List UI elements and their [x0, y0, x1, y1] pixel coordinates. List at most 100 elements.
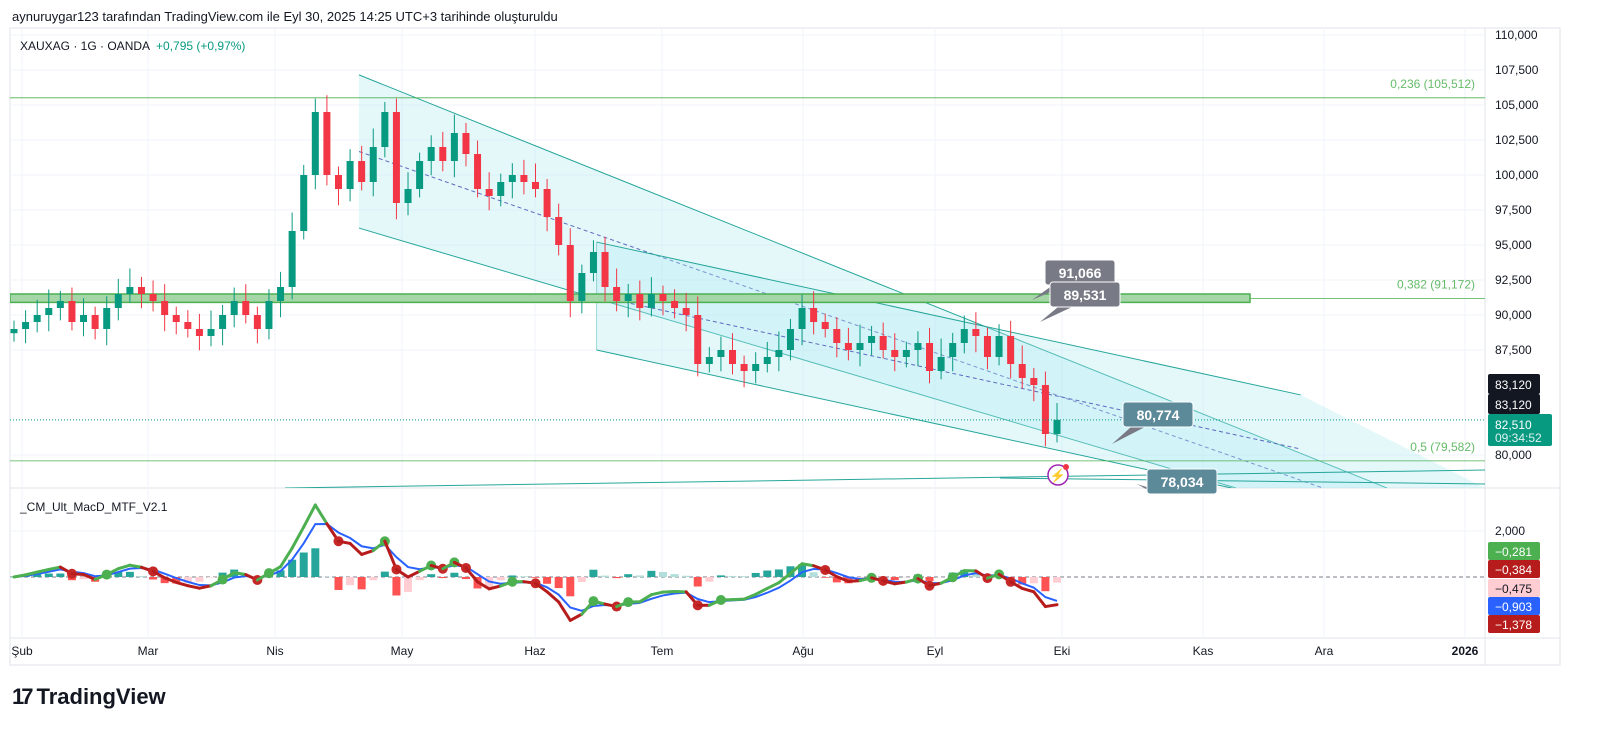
- price-tick-label: 105,000: [1495, 98, 1539, 112]
- macd-line-segment: [105, 567, 120, 577]
- price-tick-label: 80,000: [1495, 448, 1532, 462]
- credit-text: aynuruygar123 tarafından TradingView.com…: [12, 9, 558, 24]
- candle-body: [844, 343, 852, 350]
- macd-histogram-bar: [160, 577, 169, 584]
- candle-body: [161, 301, 169, 315]
- macd-line-segment: [24, 570, 39, 577]
- callout-pointer: [1040, 307, 1072, 322]
- channel-mid-line: [596, 295, 1301, 450]
- macd-line-segment: [232, 571, 248, 577]
- channel-top-line: [358, 74, 1388, 488]
- macd-line-segment: [221, 571, 236, 582]
- macd-histogram-bar: [601, 575, 610, 577]
- candle-body: [253, 315, 261, 329]
- macd-line-segment: [336, 539, 352, 545]
- macd-line-segment: [742, 592, 758, 601]
- candle-body: [752, 364, 760, 371]
- macd-value-box: [1488, 560, 1540, 578]
- candle-body: [740, 364, 748, 371]
- macd-line-segment: [174, 580, 190, 588]
- macd-histogram-bar: [635, 575, 644, 577]
- indicator-name[interactable]: _CM_Ult_MacD_MTF_V2.1: [20, 500, 168, 514]
- macd-line-segment: [197, 584, 213, 590]
- macd-histogram-bar: [647, 570, 656, 577]
- macd-line-segment: [302, 503, 317, 529]
- macd-line-segment: [151, 569, 167, 580]
- macd-line-segment: [163, 576, 178, 584]
- candle-body: [1030, 378, 1038, 385]
- macd-line-segment: [186, 584, 201, 590]
- macd-histogram-bar: [543, 577, 552, 584]
- macd-line-segment: [557, 600, 572, 622]
- candle-body: [242, 301, 250, 315]
- macd-line-segment: [534, 581, 549, 594]
- time-tick-label: May: [391, 644, 414, 658]
- macd-histogram-bar: [33, 574, 42, 577]
- callout-label: 91,066: [1059, 265, 1102, 281]
- callout-label: 78,034: [1161, 474, 1204, 490]
- candle-body: [114, 294, 122, 308]
- macd-line-segment: [638, 593, 653, 604]
- macd-histogram-bar: [183, 577, 192, 583]
- candle-body: [868, 336, 876, 343]
- channel-top-line: [596, 241, 1301, 396]
- fib-level-label: 0,382 (91,172): [1397, 278, 1475, 292]
- candle-body: [833, 329, 841, 343]
- candle-body: [682, 308, 690, 315]
- candle-body: [705, 357, 713, 364]
- candle-body: [1018, 364, 1026, 378]
- candle-body: [288, 231, 296, 287]
- candle-body: [543, 189, 551, 217]
- time-tick-label: Kas: [1193, 644, 1214, 658]
- macd-line-segment: [383, 539, 398, 571]
- macd-line-segment: [12, 573, 28, 579]
- candle-body: [497, 182, 505, 196]
- macd-histogram-bar: [427, 574, 436, 577]
- price-tick-label: 97,500: [1495, 203, 1532, 217]
- macd-line-segment: [487, 584, 503, 591]
- candle-body: [300, 175, 308, 231]
- macd-histogram-bar: [531, 577, 540, 578]
- macd-histogram-bar: [438, 577, 447, 579]
- macd-line-segment: [464, 566, 480, 584]
- macd-line-segment: [290, 525, 306, 550]
- macd-histogram-bar: [207, 577, 216, 578]
- time-tick-label: 2026: [1452, 644, 1479, 658]
- macd-histogram-bar: [299, 552, 308, 577]
- time-tick-label: Mar: [138, 644, 159, 658]
- candle-body: [392, 112, 400, 203]
- macd-line-segment: [406, 569, 422, 579]
- price-tick-label: 102,500: [1495, 133, 1539, 147]
- candle-body: [33, 315, 41, 322]
- candle-body: [798, 308, 806, 329]
- macd-line-segment: [360, 549, 375, 556]
- candle-body: [995, 336, 1003, 357]
- candle-body: [172, 315, 180, 322]
- candle-body: [68, 301, 76, 322]
- macd-histogram-bar: [809, 572, 818, 577]
- macd-histogram-bar: [693, 577, 702, 587]
- candle-body: [508, 175, 516, 182]
- price-tick-label: 90,000: [1495, 308, 1532, 322]
- candle-body: [346, 161, 354, 189]
- logo-text: TradingView: [36, 684, 166, 709]
- macd-histogram-bar: [334, 577, 343, 590]
- candle-body: [624, 294, 632, 301]
- macd-line-segment: [591, 599, 607, 606]
- macd-histogram-bar: [971, 573, 980, 577]
- candle-body: [184, 322, 192, 329]
- candle-body: [879, 336, 887, 350]
- macd-histogram-bar: [554, 577, 563, 589]
- candle-body: [960, 329, 968, 343]
- candle-body: [520, 175, 528, 182]
- chart-frame: [9, 27, 1561, 666]
- channel-fill: [596, 242, 1485, 488]
- macd-histogram-bar: [404, 577, 413, 592]
- candle-body: [416, 161, 424, 189]
- candle-body: [810, 308, 818, 322]
- macd-histogram-bar: [821, 577, 830, 578]
- candle-body: [589, 252, 597, 273]
- symbol-legend: XAUXAG · 1G · OANDA +0,795 (+0,97%): [20, 39, 245, 53]
- tradingview-logo[interactable]: 17 TradingView: [12, 684, 166, 710]
